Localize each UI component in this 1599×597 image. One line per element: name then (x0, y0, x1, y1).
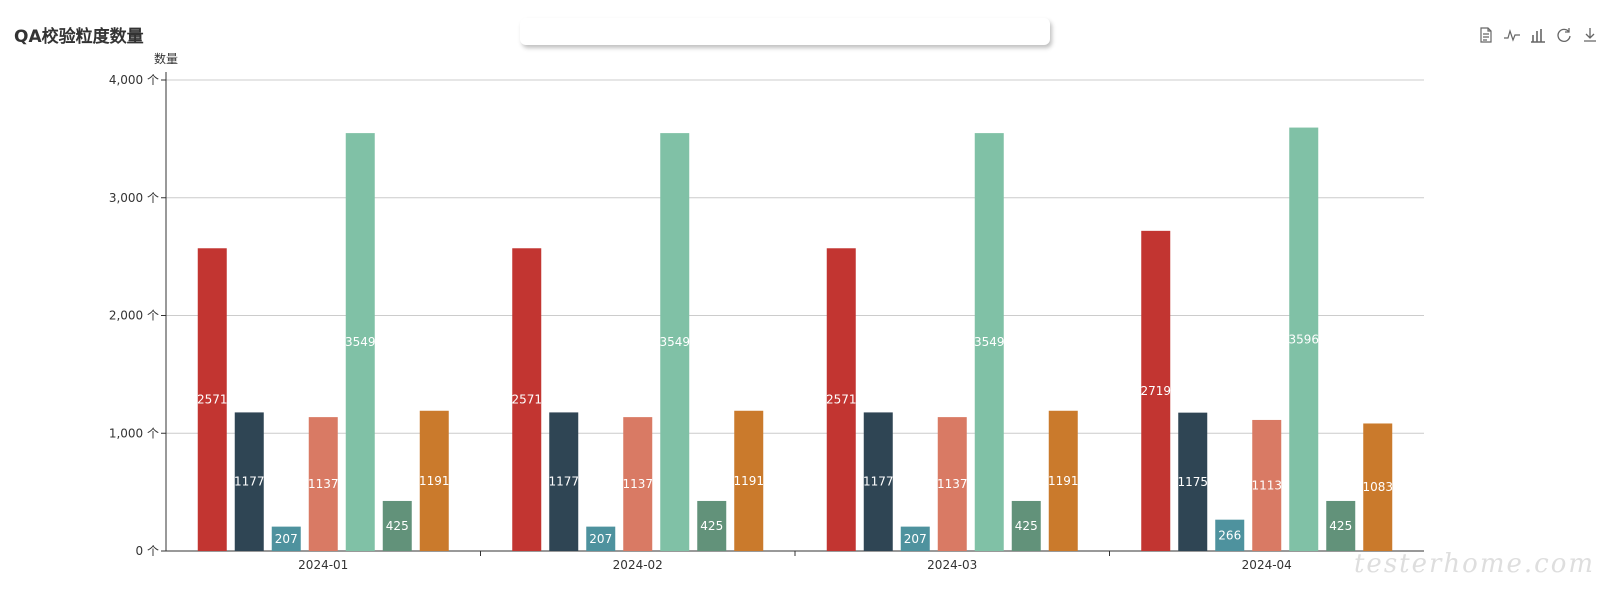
bar-data-label: 1137 (622, 477, 653, 491)
bar (660, 133, 690, 551)
bar-data-label: 3549 (974, 335, 1005, 349)
legend[interactable] (520, 18, 1050, 45)
bar (826, 248, 856, 551)
bar-data-label: 266 (1218, 528, 1241, 542)
bar (1141, 230, 1171, 551)
restore-icon[interactable] (1555, 26, 1573, 44)
y-tick-label: 4,000 个 (109, 73, 159, 87)
x-tick-label: 2024-03 (927, 558, 977, 572)
bar-data-label: 3549 (345, 335, 376, 349)
y-tick-label: 0 个 (136, 544, 159, 558)
bar (308, 417, 338, 551)
bar-data-label: 425 (700, 519, 723, 533)
bar (863, 412, 893, 551)
bar (1252, 419, 1282, 551)
bar (1011, 500, 1041, 551)
bar (1215, 519, 1245, 551)
bar (382, 500, 412, 551)
bar (623, 417, 653, 551)
bar-data-label: 2571 (511, 393, 542, 407)
bar-data-label: 425 (1015, 519, 1038, 533)
bar (1363, 423, 1393, 551)
bar-data-label: 2719 (1140, 384, 1171, 398)
bar-chart-icon[interactable] (1529, 26, 1547, 44)
bar-data-label: 207 (589, 532, 612, 546)
bar (1326, 500, 1356, 551)
bar (1048, 410, 1078, 551)
toolbox (1477, 26, 1599, 44)
bar-data-label: 2571 (826, 393, 857, 407)
line-chart-icon[interactable] (1503, 26, 1521, 44)
bar-data-label: 425 (386, 519, 409, 533)
bar (197, 248, 227, 551)
y-tick-label: 2,000 个 (109, 309, 159, 323)
bar-data-label: 207 (904, 532, 927, 546)
bar (586, 526, 616, 551)
bar (1289, 127, 1319, 552)
bar (900, 526, 930, 551)
bar-data-label: 1137 (937, 477, 968, 491)
bar (1178, 412, 1208, 551)
bar (419, 410, 449, 551)
y-axis-label: 数量 (154, 51, 178, 66)
bar-data-label: 1177 (863, 475, 894, 489)
bar-data-label: 207 (275, 532, 298, 546)
watermark: testerhome.com (1353, 549, 1595, 579)
bar (937, 417, 967, 551)
bar-data-label: 1113 (1251, 478, 1282, 492)
bar-data-label: 3596 (1288, 332, 1319, 346)
bar-data-label: 1191 (419, 474, 450, 488)
data-view-icon[interactable] (1477, 26, 1495, 44)
bar-data-label: 1177 (548, 475, 579, 489)
bar (734, 410, 764, 551)
bar (512, 248, 542, 551)
bar-data-label: 425 (1329, 519, 1352, 533)
bar (271, 526, 301, 551)
bar (234, 412, 264, 551)
bar-data-label: 1191 (733, 474, 764, 488)
bar (345, 133, 375, 551)
y-tick-label: 1,000 个 (109, 426, 159, 440)
bar-data-label: 3549 (659, 335, 690, 349)
bar-data-label: 1191 (1048, 474, 1079, 488)
bar (974, 133, 1004, 551)
bar-data-label: 1137 (308, 477, 339, 491)
x-tick-label: 2024-01 (298, 558, 348, 572)
bar-data-label: 1083 (1362, 480, 1393, 494)
chart-title: QA校验粒度数量 (14, 27, 144, 47)
bar (549, 412, 579, 551)
x-tick-label: 2024-04 (1242, 558, 1292, 572)
x-tick-label: 2024-02 (613, 558, 663, 572)
download-icon[interactable] (1581, 26, 1599, 44)
bar-data-label: 1175 (1177, 475, 1208, 489)
y-tick-label: 3,000 个 (109, 191, 159, 205)
bar-data-label: 1177 (234, 475, 265, 489)
bar-data-label: 2571 (197, 393, 228, 407)
bar (697, 500, 727, 551)
